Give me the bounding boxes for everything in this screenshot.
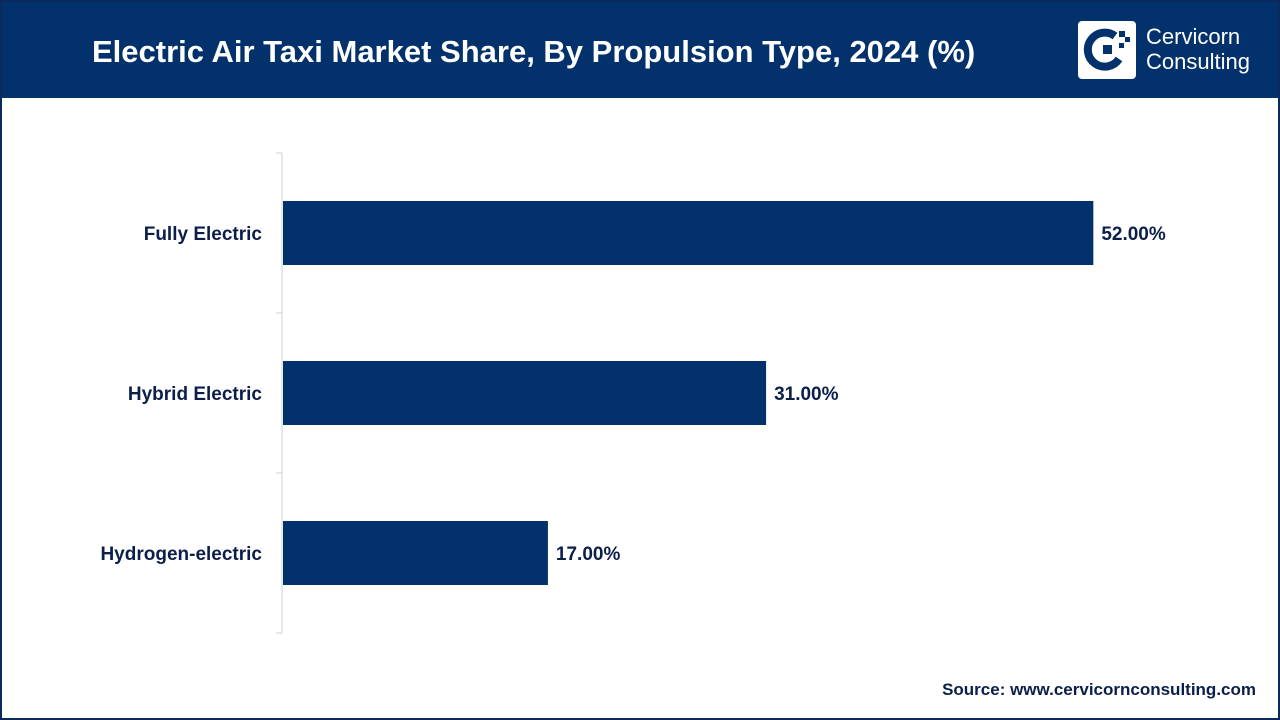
category-label: Hybrid Electric — [128, 384, 263, 405]
cervicorn-logo-icon — [1078, 21, 1136, 79]
chart-area: Fully Electric 52.00% Hybrid Electric 31.00… — [2, 98, 1278, 668]
bar — [283, 201, 1094, 265]
source-note: Source: www.cervicornconsulting.com — [942, 680, 1256, 699]
bar — [283, 521, 548, 585]
logo-text: Cervicorn Consulting — [1146, 24, 1250, 74]
data-label: 31.00% — [774, 384, 839, 405]
data-label: 17.00% — [556, 544, 621, 565]
category-label: Fully Electric — [144, 224, 263, 245]
category-label: Hydrogen-electric — [100, 544, 262, 565]
logo-line-1: Cervicorn — [1146, 24, 1241, 49]
logo-mark-icon — [1083, 28, 1130, 71]
chart-title: Electric Air Taxi Market Share, By Propu… — [92, 34, 976, 69]
data-label: 52.00% — [1101, 224, 1166, 245]
bar-chart: Fully Electric 52.00% Hybrid Electric 31.00… — [100, 152, 1166, 634]
bar — [283, 361, 767, 425]
logo-line-2: Consulting — [1146, 49, 1250, 74]
header-bar: Electric Air Taxi Market Share, By Propu… — [2, 2, 1278, 98]
